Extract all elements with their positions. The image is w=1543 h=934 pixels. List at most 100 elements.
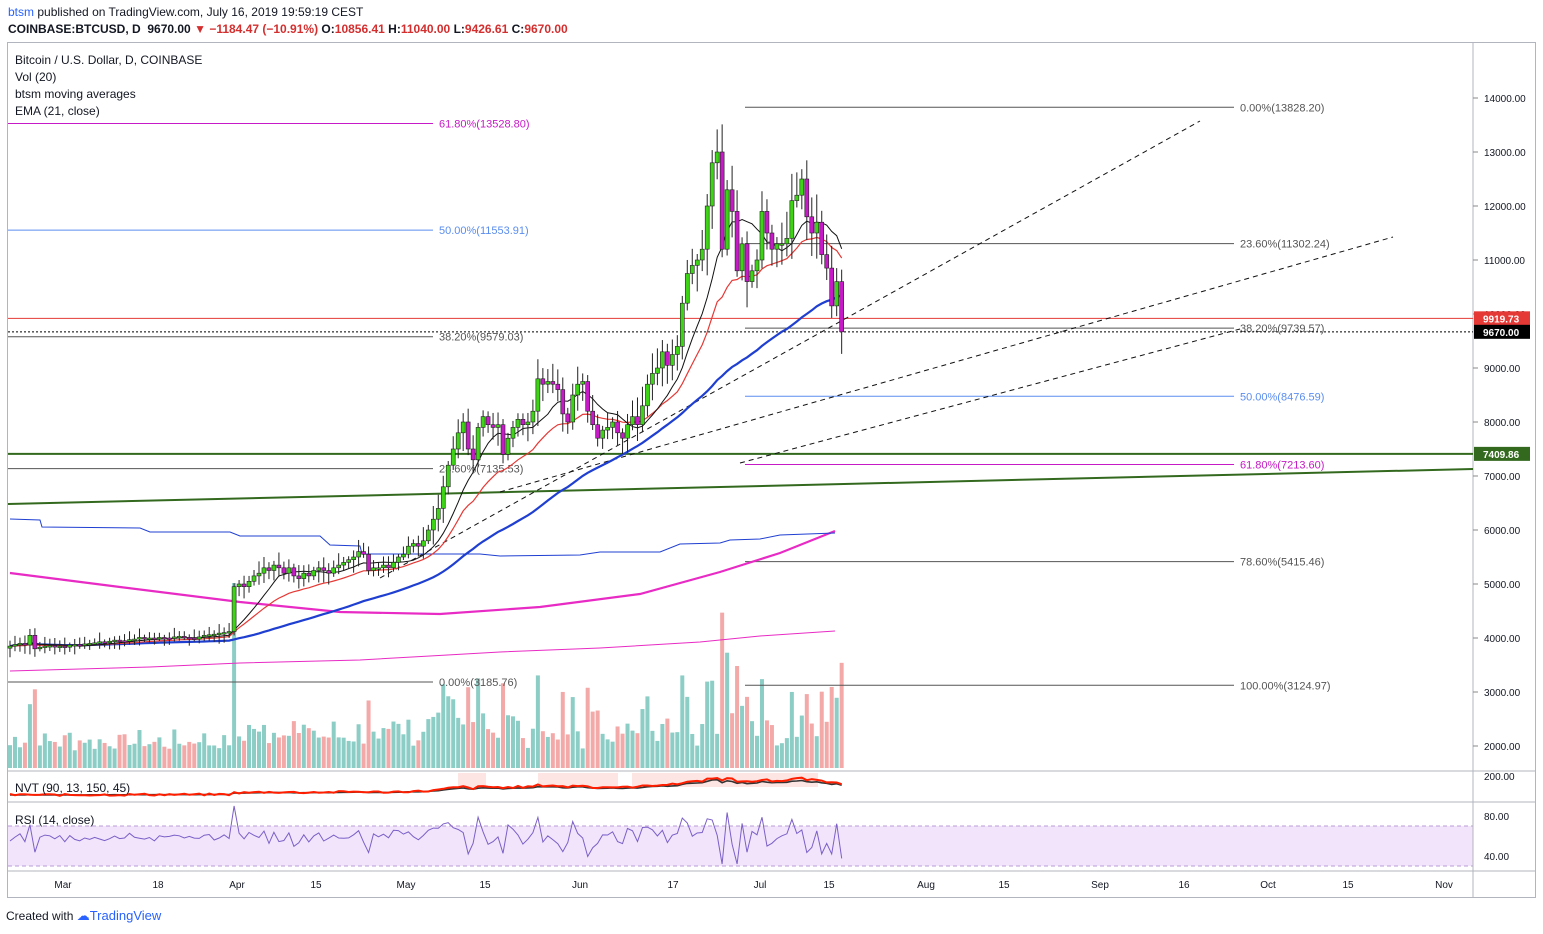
y-tick-label: 14000.00 [1484, 94, 1526, 105]
volume-bar [750, 721, 755, 768]
volume-bar [510, 716, 515, 768]
candle-body [142, 637, 147, 640]
open-label: O: [321, 22, 335, 36]
candle-body [565, 413, 571, 423]
x-tick-label: Aug [917, 880, 935, 891]
volume-bar [192, 743, 197, 768]
candle-body [127, 639, 132, 642]
volume-bar [326, 737, 331, 768]
volume-bar [640, 709, 645, 768]
candle-body [326, 570, 332, 574]
candle-body [296, 575, 302, 579]
candle-body [147, 637, 152, 640]
candle-body [580, 381, 586, 385]
fib-left-label: 38.20%(9579.03) [439, 332, 523, 344]
volume-bar [396, 723, 401, 768]
volume-bar [286, 735, 291, 768]
volume-bar [481, 713, 486, 768]
x-tick-label: 15 [479, 880, 491, 891]
volume-bar [501, 683, 506, 768]
price-axis[interactable]: 14000.0013000.0012000.0011000.0010000.00… [1473, 94, 1530, 863]
volume-bar [764, 720, 769, 768]
rsi-axis-label: 40.00 [1484, 852, 1509, 863]
candle-body [670, 354, 675, 366]
legend-moving-averages[interactable]: btsm moving averages [15, 87, 136, 101]
header-bar: btsm published on TradingView.com, July … [0, 0, 1543, 40]
candle-body [17, 643, 23, 646]
x-tick-label: 16 [1178, 880, 1190, 891]
price-marker-label: 9670.00 [1483, 328, 1520, 339]
candle-body [426, 529, 431, 542]
candle-body [216, 632, 222, 635]
y-tick-label: 12000.00 [1484, 202, 1526, 213]
volume-bar [809, 723, 814, 768]
legend-volume[interactable]: Vol (20) [15, 70, 57, 84]
volume-bar [122, 734, 127, 768]
volume-bar [152, 741, 157, 768]
candle-body [495, 424, 501, 428]
candle-body [535, 378, 541, 412]
dashed-trendline-steep [379, 120, 1201, 579]
legend-ema[interactable]: EMA (21, close) [15, 104, 100, 118]
volume-bar [257, 731, 261, 768]
candle-body [575, 383, 581, 396]
candle-body [196, 636, 202, 640]
candle-body [724, 189, 730, 250]
candle-body [759, 211, 765, 261]
tradingview-logo-icon[interactable]: ☁ [76, 908, 90, 923]
volume-bar [799, 715, 804, 768]
candle-body [819, 221, 825, 255]
candle-body [490, 424, 496, 428]
candle-body [361, 551, 366, 555]
volume-bar [252, 728, 257, 768]
moving-averages [9, 218, 843, 672]
volume-bar [695, 745, 700, 768]
candle-body [650, 373, 655, 385]
volume-bar [321, 736, 326, 768]
fib-left-label: 0.00%(3185.76) [439, 677, 517, 689]
volume-bar [32, 689, 37, 768]
volume-bar [77, 740, 82, 768]
publish-info: btsm published on TradingView.com, July … [8, 5, 363, 19]
time-axis[interactable]: Mar 18 Apr 15 May 15 Jun 17 Jul 15 Aug 15 Sep 16 Oct 15… [54, 880, 1453, 891]
volume-bar [431, 716, 436, 768]
tradingview-brand[interactable]: TradingView [89, 908, 162, 923]
legend-rsi[interactable]: RSI (14, close) [15, 813, 95, 827]
author-link[interactable]: btsm [8, 5, 35, 19]
volume-bar [545, 736, 550, 768]
volume-bar [625, 723, 630, 768]
candle-body [72, 644, 78, 647]
volume-bar [222, 735, 227, 768]
volume-bar [660, 723, 665, 768]
candle-body [515, 418, 521, 428]
candle-body [764, 211, 770, 234]
close-value: 9670.00 [524, 22, 568, 36]
volume-bar [237, 736, 242, 768]
volume-bar [227, 745, 232, 768]
volume-bar [814, 736, 819, 768]
volume-bar [276, 737, 281, 768]
volume-bar [207, 745, 212, 768]
fib-right-label: 100.00%(3124.97) [1240, 680, 1331, 692]
fib-right-label: 78.60%(5415.46) [1240, 557, 1324, 569]
candle-body [346, 559, 351, 563]
volume-bar [685, 696, 690, 768]
candle-body [137, 637, 142, 640]
volume-bar [92, 748, 97, 768]
volume-bar [356, 724, 361, 768]
candle-body [226, 631, 232, 634]
volume-bar [700, 724, 705, 768]
legend-nvt[interactable]: NVT (90, 13, 150, 45) [15, 781, 131, 795]
candle-body [699, 248, 705, 261]
candle-body [261, 567, 267, 574]
volume-bar [491, 732, 496, 768]
volume-bar [451, 699, 456, 768]
volume-bar [645, 696, 650, 768]
rsi-axis-label: 80.00 [1484, 812, 1509, 823]
candle-body [615, 421, 620, 434]
last-price: 9670.00 [147, 22, 191, 36]
candle-body [625, 424, 630, 439]
volume-bar [411, 745, 416, 768]
volume-bar [8, 745, 12, 768]
